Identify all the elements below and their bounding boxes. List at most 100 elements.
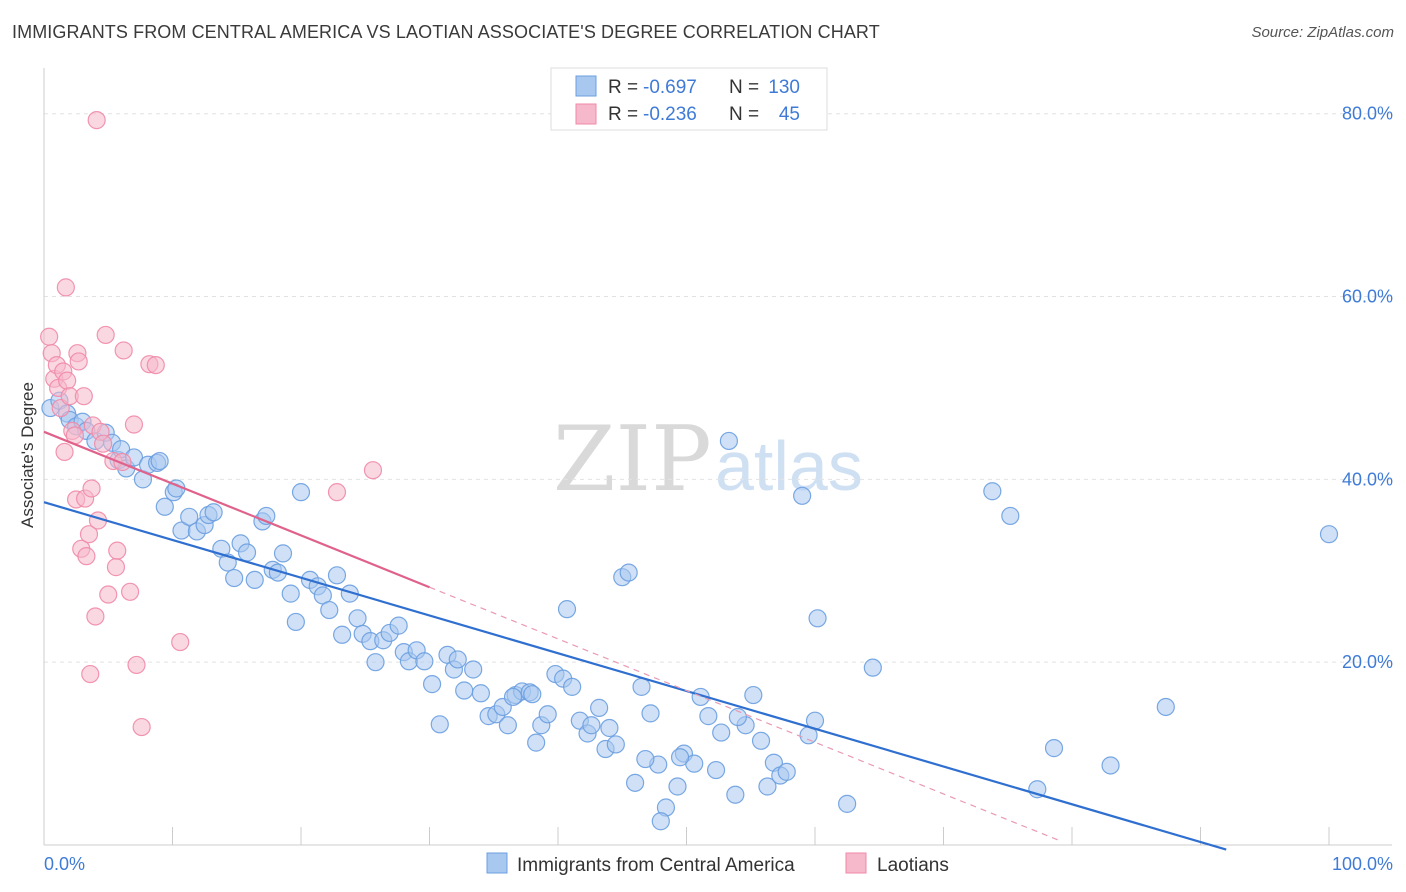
legend-box: R = -0.697 N = 130 R = -0.236 N = 45 [550, 67, 828, 131]
point-central-america-91 [641, 704, 660, 723]
point-central-america-76 [538, 705, 557, 724]
series-laotians [40, 111, 383, 737]
trend-lines [43, 430, 1227, 851]
legend-swatch-laotians [575, 103, 597, 125]
point-central-america-86 [600, 718, 619, 738]
point-central-america-114 [838, 794, 857, 813]
legend-n-value-1: 45 [779, 104, 800, 125]
point-laotians-28 [96, 325, 115, 345]
point-laotians-37 [127, 655, 146, 675]
point-central-america-22 [180, 507, 199, 526]
point-laotians-42 [327, 483, 347, 502]
point-laotians-41 [171, 632, 190, 652]
point-laotians-31 [106, 558, 126, 577]
bottom-legend-swatch-central-america [486, 852, 508, 874]
point-central-america-83 [582, 716, 601, 735]
point-central-america-110 [793, 486, 812, 505]
point-central-america-115 [863, 658, 882, 677]
point-laotians-20 [79, 525, 99, 544]
legend-n-label-1: N = [729, 104, 759, 125]
point-central-america-44 [320, 600, 339, 620]
point-central-america-102 [719, 431, 739, 451]
legend-n-label-0: N = [729, 77, 759, 98]
point-central-america-127 [670, 748, 690, 767]
legend-r-value-0: -0.697 [643, 77, 697, 98]
point-central-america-124 [503, 687, 523, 707]
point-central-america-80 [563, 677, 582, 696]
point-laotians-8 [56, 278, 75, 297]
y-tick-label-40: 40.0% [1342, 469, 1393, 489]
point-central-america-94 [651, 812, 670, 831]
y-tick-label-20: 20.0% [1342, 652, 1393, 672]
point-laotians-9 [58, 371, 77, 390]
point-central-america-32 [245, 570, 264, 590]
point-central-america-29 [225, 568, 244, 588]
point-central-america-95 [668, 777, 687, 796]
bottom-legend: Immigrants from Central America Laotians [486, 852, 949, 876]
axes [43, 68, 1392, 846]
trend-line-laotians [43, 430, 430, 589]
point-laotians-43 [363, 461, 383, 480]
legend-frame [550, 67, 828, 131]
point-central-america-113 [808, 609, 827, 628]
point-central-america-120 [1101, 756, 1120, 775]
point-central-america-48 [348, 609, 367, 628]
legend-n-value-0: 130 [768, 77, 800, 98]
point-central-america-60 [430, 715, 449, 734]
point-laotians-19 [77, 547, 96, 566]
point-central-america-40 [291, 483, 311, 502]
point-central-america-105 [744, 685, 763, 705]
point-central-america-63 [448, 650, 467, 669]
watermark-atlas: atlas [715, 427, 863, 505]
point-central-america-65 [464, 660, 483, 679]
point-laotians-29 [99, 585, 118, 604]
bottom-legend-label-central-america: Immigrants from Central America [517, 855, 795, 876]
point-central-america-126 [523, 685, 542, 704]
point-central-america-125 [606, 735, 625, 754]
point-central-america-101 [712, 723, 731, 742]
point-central-america-46 [333, 625, 352, 644]
x-tick-label-100: 100.0% [1332, 854, 1393, 874]
point-central-america-64 [455, 681, 474, 700]
point-central-america-106 [751, 731, 771, 750]
source-label: Source: ZipAtlas.com [1251, 24, 1394, 41]
point-central-america-121 [1156, 697, 1175, 717]
legend-swatch-central-america [575, 75, 597, 97]
bottom-legend-swatch-laotians [845, 852, 867, 874]
bottom-legend-label-laotians: Laotians [877, 855, 949, 876]
trend-line-laotians-extrapolated [429, 586, 1060, 841]
point-laotians-7 [55, 442, 74, 462]
point-central-america-26 [204, 503, 223, 522]
series-central-america [41, 391, 1339, 831]
point-central-america-18 [155, 497, 174, 516]
point-central-america-79 [557, 600, 577, 619]
point-central-america-107 [758, 777, 777, 796]
y-tick-label-60: 60.0% [1342, 287, 1393, 307]
trend-line-central-america [43, 501, 1227, 851]
point-laotians-24 [86, 607, 105, 626]
point-central-america-90 [632, 677, 651, 696]
point-laotians-38 [132, 717, 151, 737]
point-central-america-129 [636, 749, 655, 769]
point-laotians-22 [82, 479, 101, 498]
y-tick-label-80: 80.0% [1342, 104, 1393, 124]
point-central-america-117 [1001, 506, 1020, 526]
point-central-america-103 [726, 785, 745, 804]
legend-r-label-0: R = [608, 77, 638, 98]
x-tick-label-0: 0.0% [44, 854, 85, 874]
y-axis-label: Associate's Degree [18, 382, 37, 528]
y-tick-labels: 20.0% 40.0% 60.0% 80.0% [1342, 104, 1393, 672]
point-central-america-122 [1319, 525, 1339, 544]
point-central-america-58 [415, 652, 434, 671]
point-laotians-0 [40, 327, 59, 346]
point-laotians-21 [81, 664, 100, 684]
point-central-america-66 [471, 684, 490, 703]
point-laotians-27 [94, 434, 113, 453]
point-central-america-38 [281, 584, 300, 603]
point-central-america-119 [1044, 739, 1064, 758]
point-central-america-37 [273, 544, 293, 563]
point-central-america-45 [327, 566, 347, 585]
point-central-america-84 [590, 698, 609, 717]
point-central-america-17 [150, 451, 169, 471]
point-central-america-99 [699, 707, 718, 726]
